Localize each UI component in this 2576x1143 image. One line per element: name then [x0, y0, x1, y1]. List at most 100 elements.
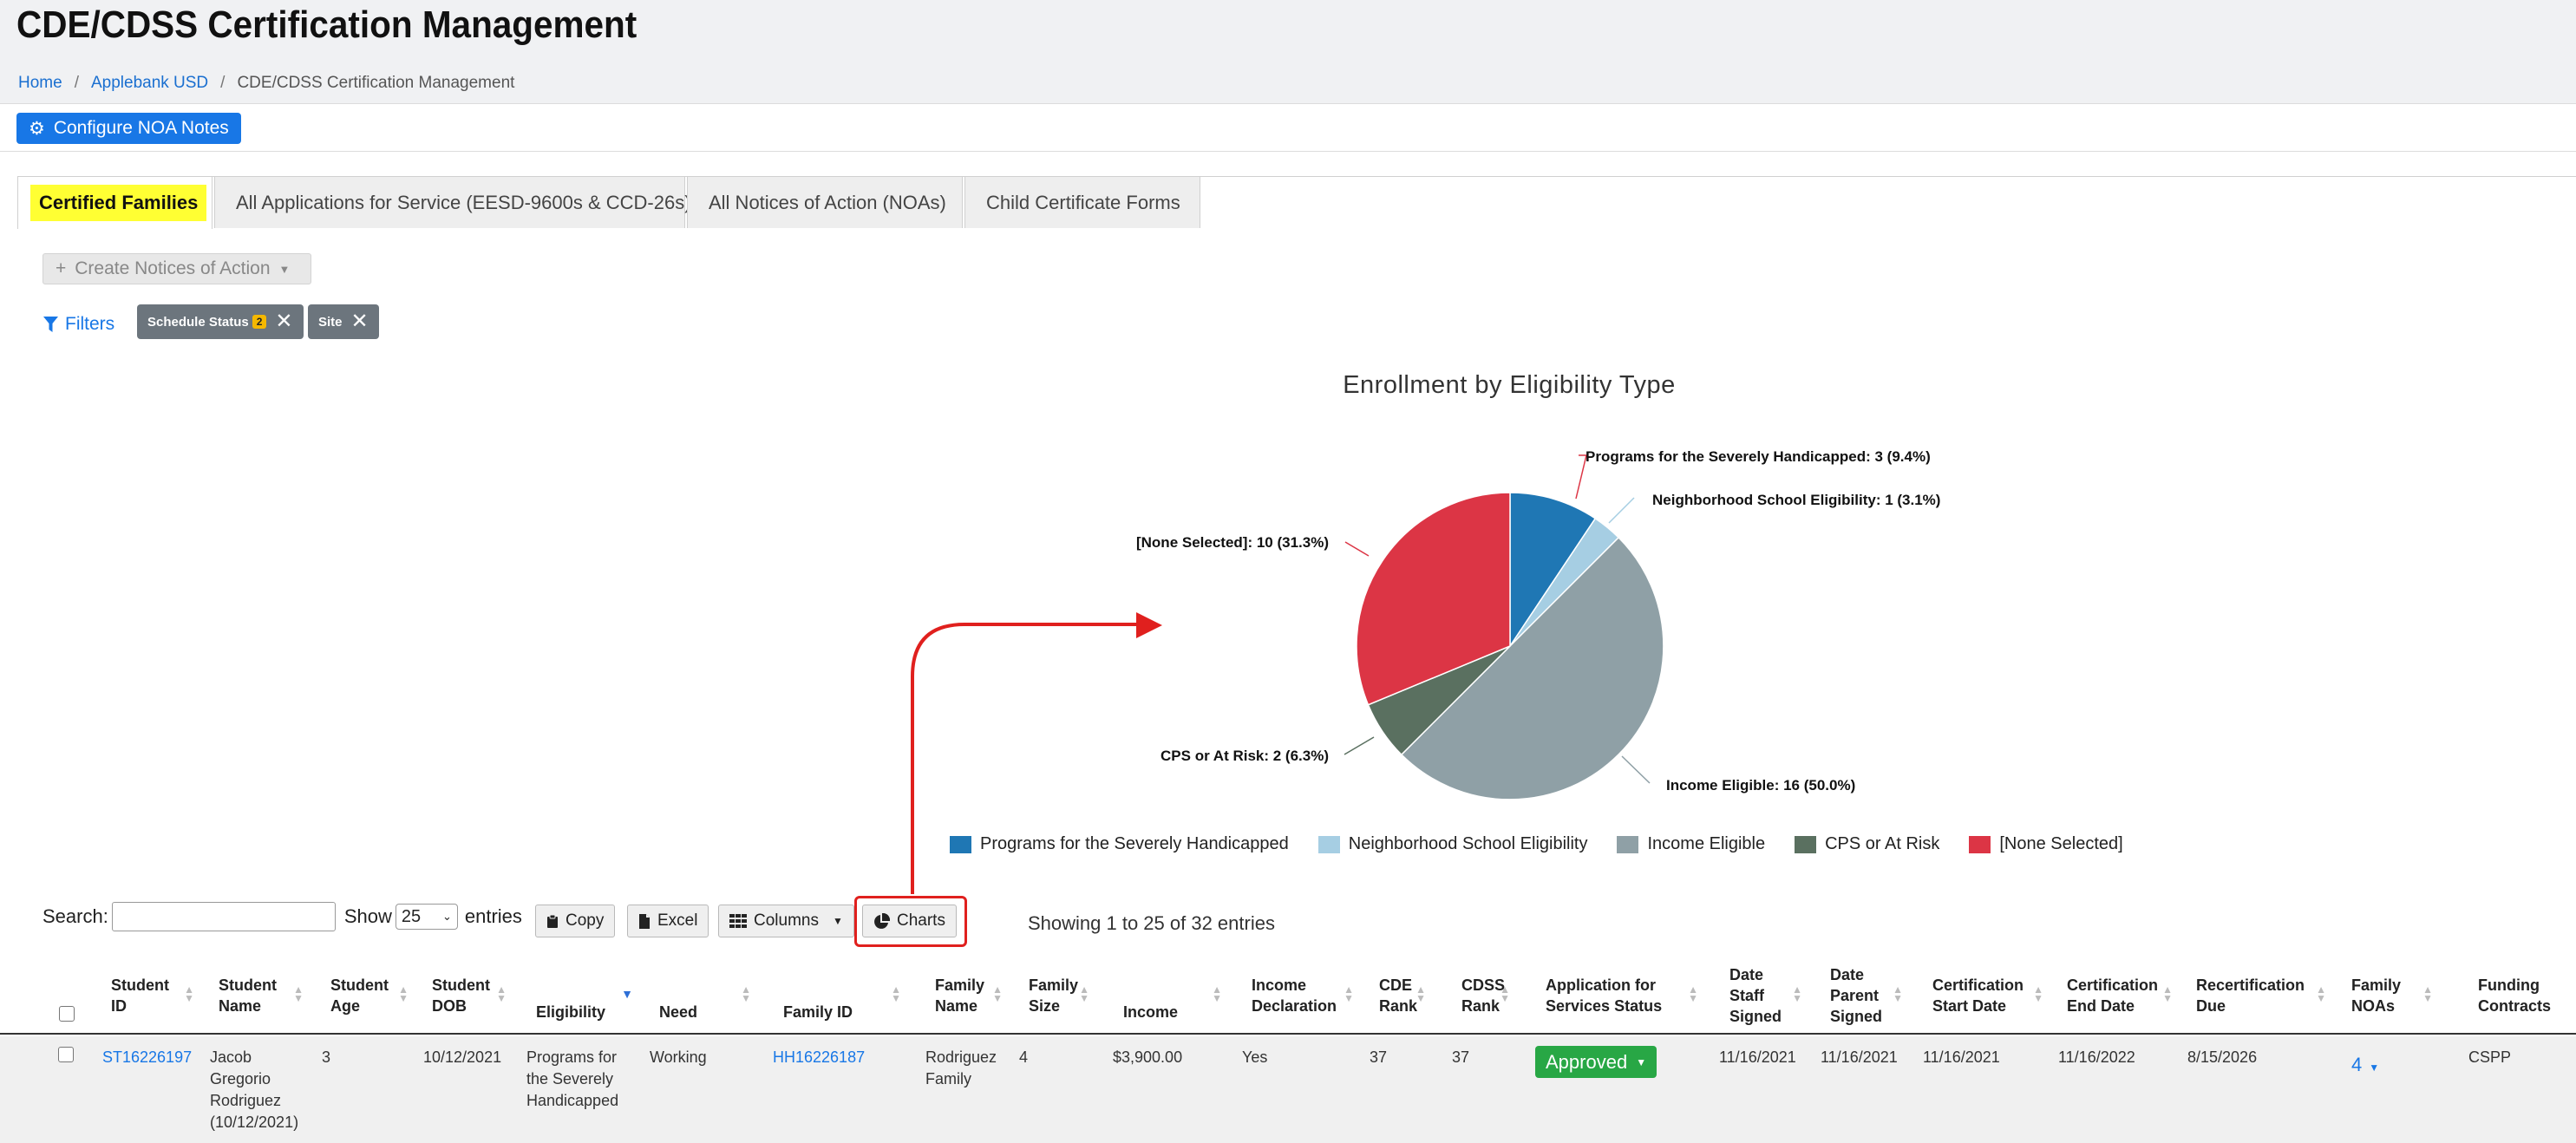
column-header[interactable]: Income Declaration ▲ ▼	[1252, 976, 1354, 1015]
sort-icon: ▲ ▼	[1893, 983, 1903, 1004]
table-icon	[729, 914, 747, 928]
slice-label: [None Selected]: 10 (31.3%)	[1136, 534, 1329, 551]
slice-label: Programs for the Severely Handicapped: 3…	[1585, 448, 1931, 465]
caret-down-icon: ▼	[278, 262, 291, 276]
pie-slice-2[interactable]	[1400, 536, 1664, 800]
create-noa-dropdown[interactable]: + Create Notices of Action ▼	[42, 253, 311, 284]
table-header	[0, 957, 2576, 1035]
family-name-cell: Rodriguez Family	[925, 1048, 997, 1087]
eligibility-cell: Programs for the Severely Handicapped	[526, 1048, 619, 1109]
sort-icon: ▲ ▼	[1212, 983, 1222, 1004]
column-header[interactable]: CDSS Rank ▲ ▼	[1461, 976, 1510, 1015]
cde-rank-cell: 37	[1370, 1048, 1388, 1066]
pie-slice-0[interactable]	[1509, 492, 1597, 649]
income-declaration-cell: Yes	[1242, 1048, 1268, 1066]
column-header[interactable]: Date Parent Signed ▲ ▼	[1830, 966, 1903, 1025]
column-header[interactable]: Date Staff Signed ▲ ▼	[1729, 966, 1802, 1025]
annotation-arrow	[911, 623, 1154, 894]
legend-item[interactable]: [None Selected]	[1969, 834, 2123, 854]
column-header[interactable]: Student Name ▲ ▼	[219, 976, 304, 1015]
column-header[interactable]: Funding Contracts	[2478, 976, 2552, 1015]
page-header	[0, 0, 2576, 104]
column-header[interactable]: Eligibility ▼	[536, 987, 633, 1021]
copy-button[interactable]: Copy	[535, 905, 616, 937]
slice-label: Neighborhood School Eligibility: 1 (3.1%…	[1652, 492, 1940, 508]
leader-line	[1575, 454, 1587, 500]
cdss-rank-cell: 37	[1452, 1048, 1470, 1066]
sort-icon: ▲ ▼	[2422, 983, 2433, 1004]
charts-button[interactable]: Charts	[862, 905, 957, 937]
clipboard-icon	[547, 914, 558, 928]
search-input[interactable]	[111, 902, 336, 931]
column-header[interactable]: Income ▲ ▼	[1123, 983, 1222, 1021]
legend-item[interactable]: Neighborhood School Eligibility	[1317, 834, 1587, 854]
sort-icon: ▲ ▼	[741, 983, 751, 1004]
sort-icon: ▲ ▼	[398, 983, 409, 1004]
page-length-select[interactable]: 25 ⌄	[395, 904, 458, 930]
sort-icon: ▲ ▼	[293, 983, 304, 1004]
column-header[interactable]: CDE Rank ▲ ▼	[1379, 976, 1426, 1015]
column-header[interactable]: Family NOAs ▲ ▼	[2351, 976, 2433, 1015]
filter-chip-site[interactable]: Site ✕	[308, 304, 379, 339]
column-header[interactable]: Student Age ▲ ▼	[330, 976, 409, 1015]
pie-slice-4[interactable]	[1356, 492, 1511, 706]
page-title: CDE/CDSS Certification Management	[16, 3, 637, 46]
column-header[interactable]: Student ID ▲ ▼	[111, 976, 194, 1015]
tab-certified-families[interactable]: Certified Families	[17, 176, 212, 229]
need-cell: Working	[650, 1048, 707, 1066]
close-icon[interactable]: ✕	[350, 310, 369, 333]
column-header[interactable]: Certification Start Date ▲ ▼	[1932, 976, 2043, 1015]
column-header[interactable]: Family ID ▲ ▼	[783, 983, 901, 1021]
excel-button[interactable]: Excel	[627, 905, 709, 937]
sort-icon: ▲ ▼	[2033, 983, 2043, 1004]
recert-due-cell: 8/15/2026	[2187, 1048, 2258, 1066]
column-header[interactable]: Family Name ▲ ▼	[935, 976, 1003, 1015]
tab-child-certificate-forms[interactable]: Child Certificate Forms	[964, 176, 1200, 228]
legend-swatch	[1969, 835, 1991, 853]
content-panel	[17, 176, 2576, 1143]
leader-line	[1621, 755, 1651, 784]
family-id-link[interactable]: HH16226187	[773, 1048, 866, 1066]
legend-swatch	[950, 835, 971, 853]
student-id-link[interactable]: ST16226197	[102, 1048, 193, 1066]
tab-all-noas[interactable]: All Notices of Action (NOAs)	[687, 176, 963, 228]
filter-chip-schedule-status[interactable]: Schedule Status 2 ✕	[137, 304, 304, 339]
legend-item[interactable]: Programs for the Severely Handicapped	[950, 834, 1289, 854]
columns-button[interactable]: Columns ▼	[718, 905, 854, 937]
column-header[interactable]: Application for Services Status ▲ ▼	[1546, 976, 1698, 1015]
slice-label: CPS or At Risk: 2 (6.3%)	[1161, 748, 1329, 764]
cert-end-cell: 11/16/2022	[2058, 1048, 2135, 1066]
arrow-head-icon	[1136, 612, 1162, 638]
legend-item[interactable]: CPS or At Risk	[1795, 834, 1939, 854]
sort-icon: ▲ ▼	[1792, 983, 1802, 1004]
funding-cell: CSPP	[2468, 1048, 2512, 1066]
filters-link[interactable]: Filters	[43, 314, 114, 335]
row-checkbox[interactable]	[58, 1047, 74, 1062]
age-cell: 3	[322, 1048, 331, 1066]
select-all-checkbox[interactable]	[59, 1006, 75, 1022]
column-header[interactable]: Student DOB ▲ ▼	[432, 976, 507, 1015]
column-header[interactable]: Recertification Due ▲ ▼	[2196, 976, 2326, 1015]
leader-line	[1344, 541, 1370, 557]
table-info: Showing 1 to 25 of 32 entries	[1028, 912, 1275, 934]
column-header[interactable]: Need ▲ ▼	[659, 983, 751, 1021]
sort-icon: ▲ ▼	[1688, 983, 1698, 1004]
breadcrumb: Home / Applebank USD / CDE/CDSS Certificatio…	[18, 74, 515, 92]
tab-all-applications[interactable]: All Applications for Service (EESD-9600s…	[214, 176, 691, 228]
breadcrumb-home[interactable]: Home	[18, 74, 62, 92]
table-row	[0, 1036, 2576, 1143]
sort-icon: ▲ ▼	[496, 983, 507, 1004]
legend-item[interactable]: Income Eligible	[1617, 834, 1765, 854]
sort-icon: ▲ ▼	[992, 983, 1003, 1004]
column-header[interactable]: Family Size ▲ ▼	[1029, 976, 1089, 1015]
cert-start-cell: 11/16/2021	[1923, 1048, 2000, 1066]
status-dropdown[interactable]: Approved ▼	[1535, 1046, 1657, 1078]
legend-swatch	[1317, 835, 1340, 853]
legend-swatch	[1795, 835, 1817, 853]
breadcrumb-district[interactable]: Applebank USD	[90, 74, 209, 92]
column-header[interactable]: Certification End Date ▲ ▼	[2067, 976, 2173, 1015]
close-icon[interactable]: ✕	[275, 310, 293, 333]
family-noas-dropdown[interactable]: 4 ▼	[2351, 1054, 2380, 1075]
configure-noa-notes-button[interactable]: ⚙ Configure NOA Notes	[16, 113, 241, 144]
